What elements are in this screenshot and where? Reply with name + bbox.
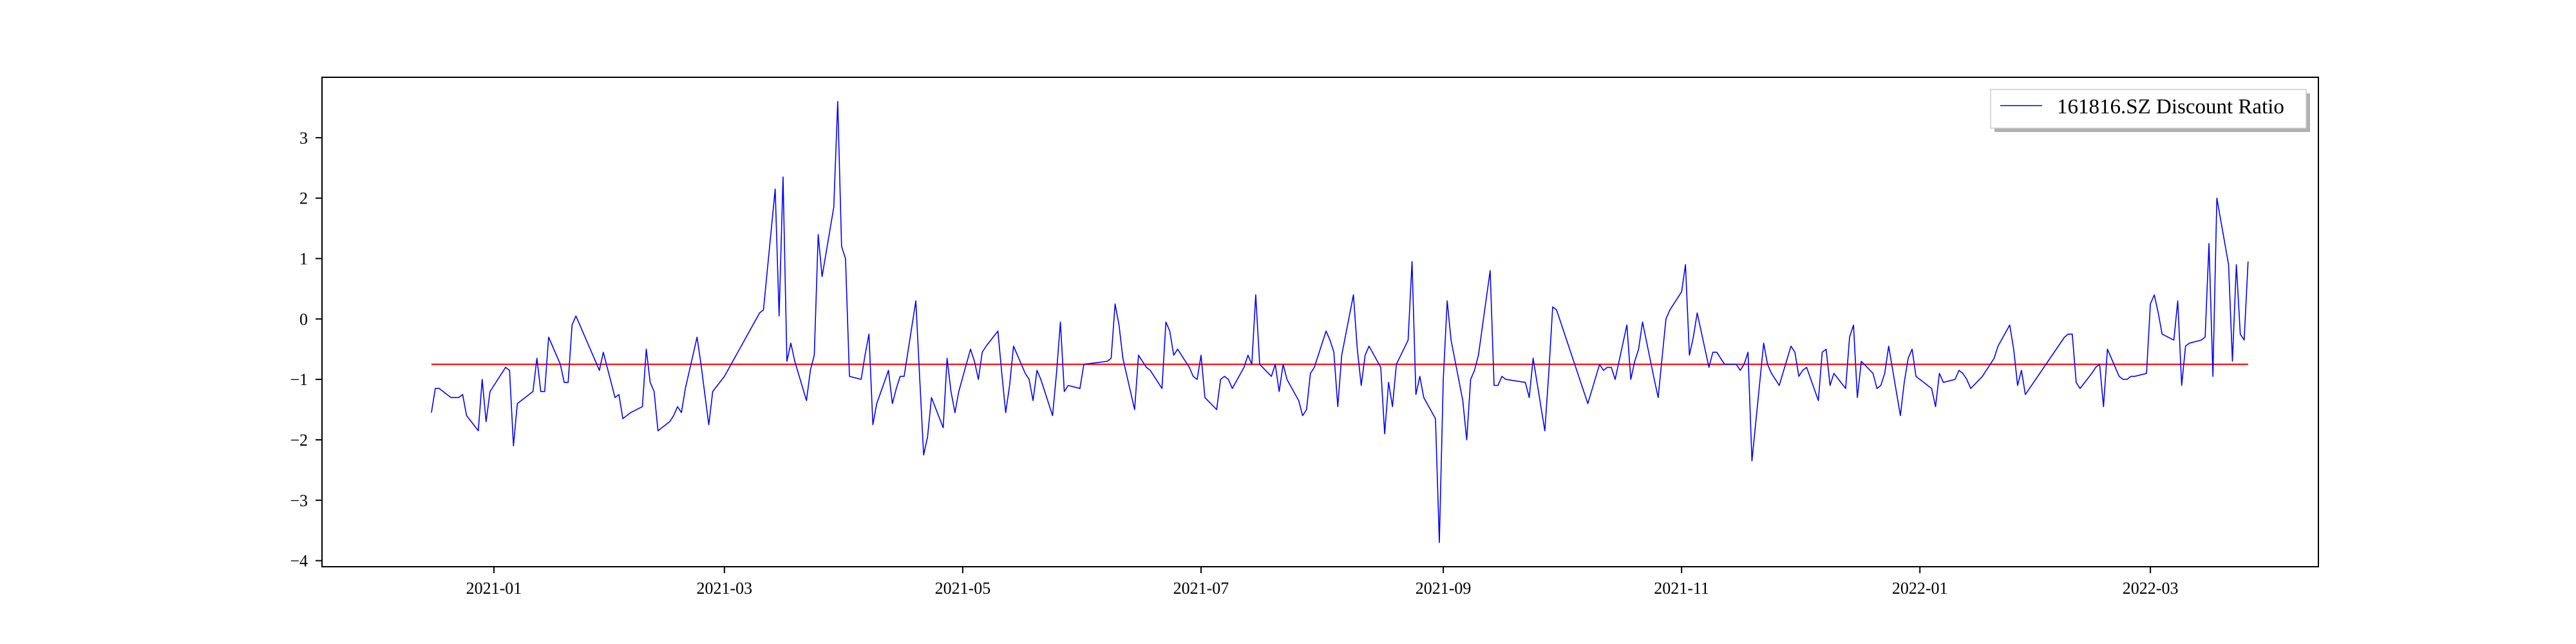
y-tick-label: −1	[290, 370, 308, 389]
x-tick-label: 2022-03	[2123, 579, 2179, 598]
legend: 161816.SZ Discount Ratio	[1990, 89, 2310, 132]
x-tick-label: 2021-11	[1654, 579, 1709, 598]
legend-label: 161816.SZ Discount Ratio	[2057, 95, 2284, 118]
y-tick-label: 1	[299, 249, 308, 268]
series-layer	[431, 100, 2249, 544]
x-tick-label: 2022-01	[1892, 579, 1948, 598]
y-tick-label: −4	[290, 552, 308, 571]
y-tick-label: −3	[290, 491, 308, 510]
y-tick-label: 3	[299, 129, 308, 147]
legend-box	[1990, 89, 2307, 129]
y-tick-label: −2	[290, 431, 308, 450]
series-line-discount-ratio	[431, 100, 2249, 544]
x-tick-label: 2021-05	[935, 579, 991, 598]
x-axis: 2021-01 2021-03 2021-05 2021-07 2021-09 2021-…	[466, 567, 2179, 598]
y-tick-label: 2	[299, 189, 308, 208]
x-tick-label: 2021-09	[1416, 579, 1472, 598]
x-tick-label: 2021-03	[697, 579, 753, 598]
x-tick-label: 2021-01	[466, 579, 522, 598]
y-tick-label: 0	[299, 310, 308, 328]
x-tick-label: 2021-07	[1173, 579, 1229, 598]
plot-frame	[321, 77, 2319, 567]
y-axis: −4 −3 −2 −1 0 1 2 3	[290, 129, 322, 571]
